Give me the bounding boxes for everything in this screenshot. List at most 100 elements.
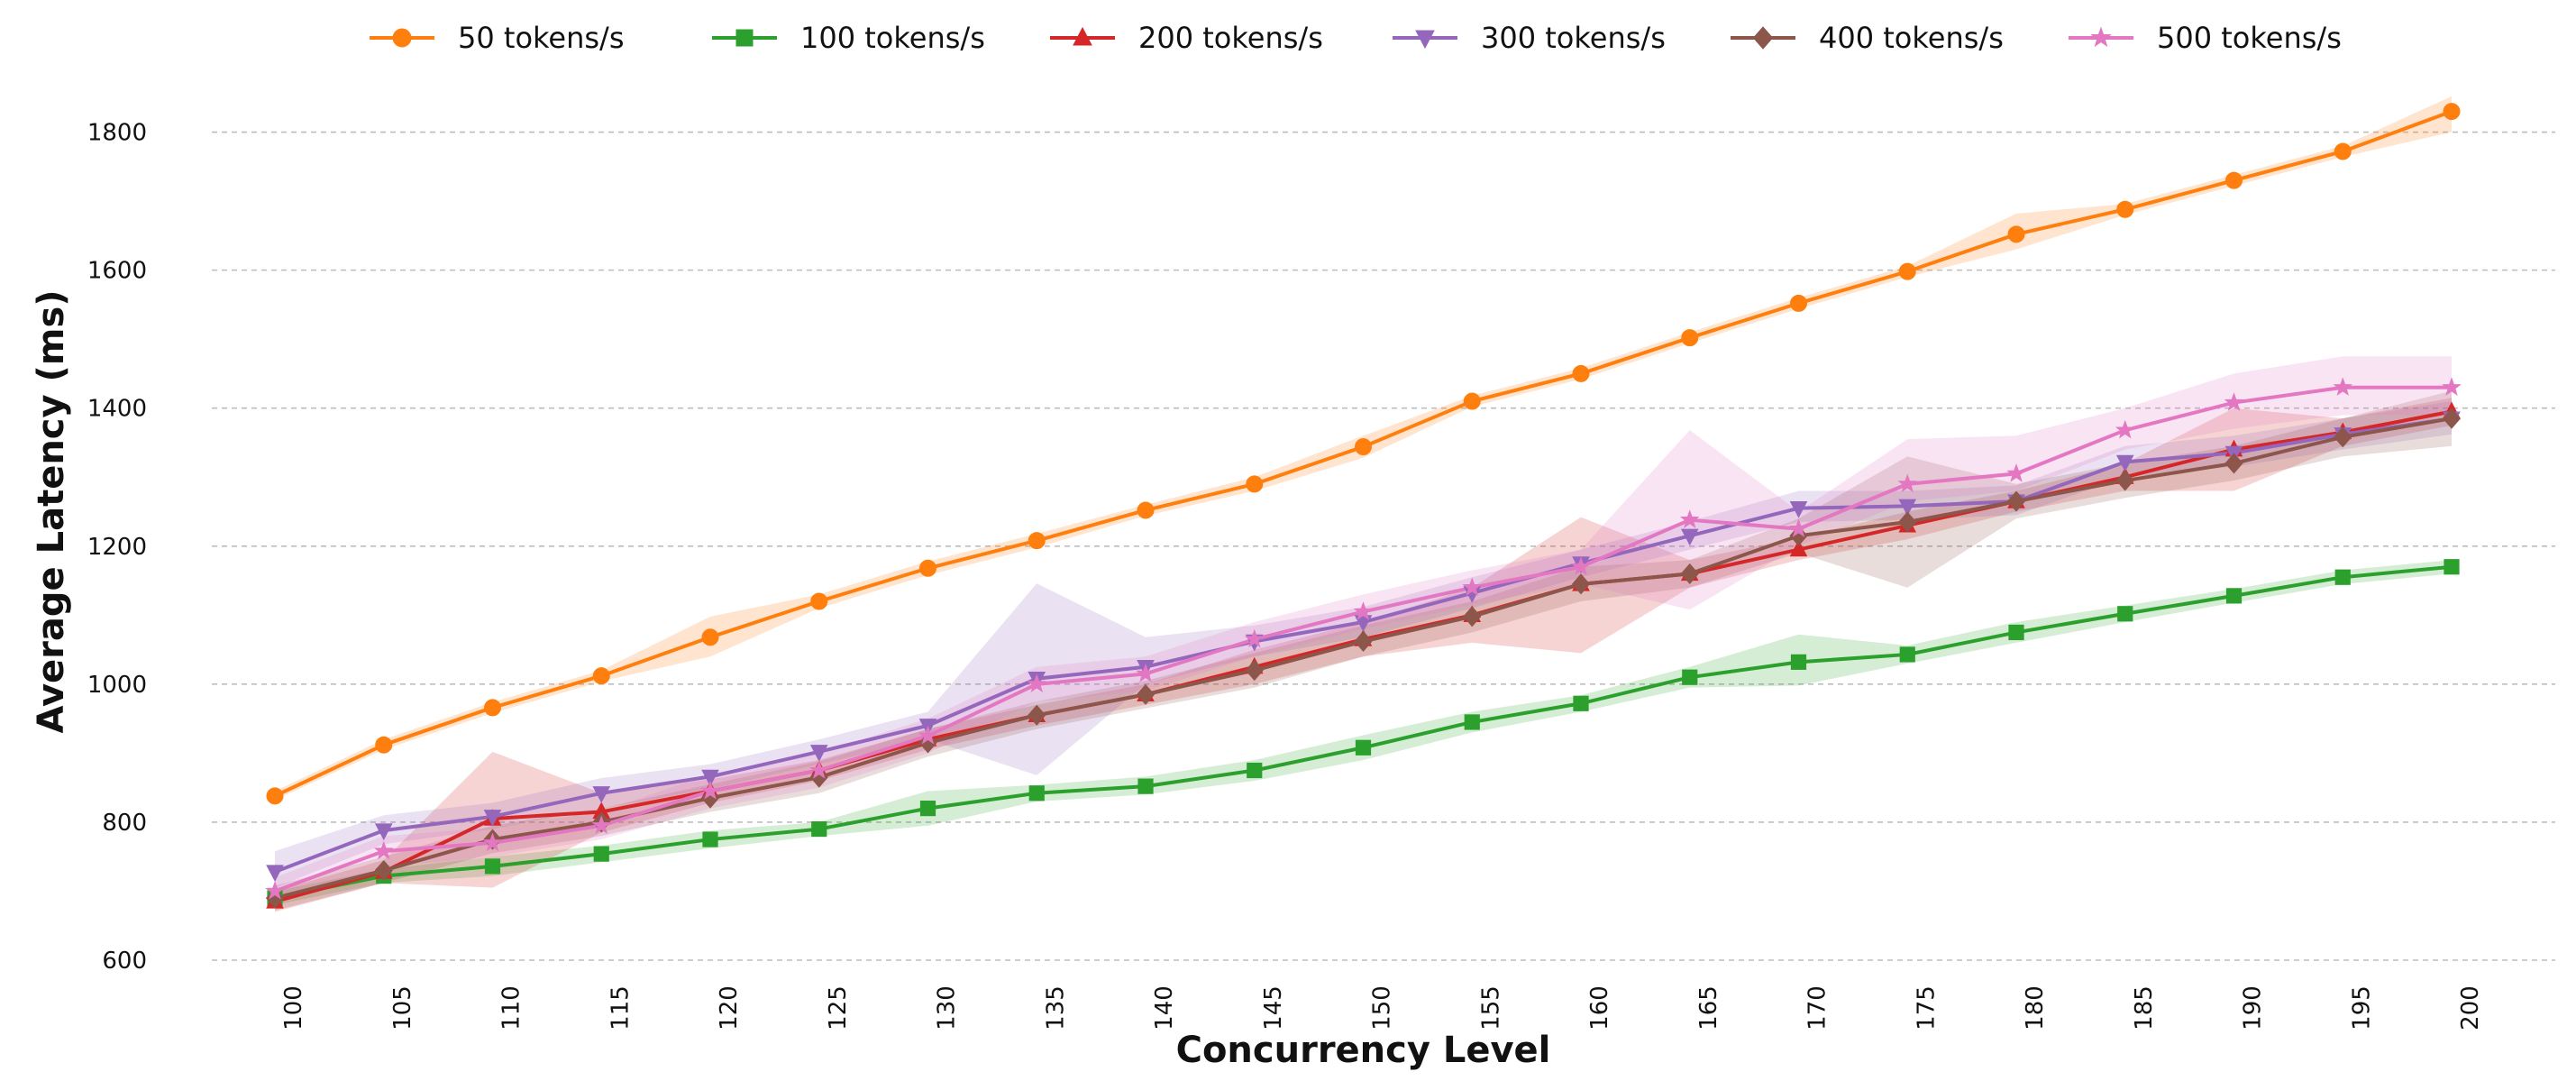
- y-tick-label: 1800: [87, 120, 147, 147]
- x-tick-label: 175: [1913, 985, 1940, 1030]
- point-400-tokens-s: [1245, 659, 1264, 682]
- point-50-tokens-s: [592, 667, 610, 685]
- band-100-tokens-s: [275, 560, 2452, 905]
- point-100-tokens-s: [2334, 569, 2351, 585]
- point-50-tokens-s: [1463, 392, 1481, 410]
- legend-label: 300 tokens/s: [1481, 21, 1666, 55]
- legend-label: 500 tokens/s: [2157, 21, 2342, 55]
- y-tick-label: 1000: [87, 672, 147, 699]
- x-tick-label: 150: [1369, 985, 1396, 1030]
- x-tick-label: 145: [1260, 985, 1287, 1030]
- point-500-tokens-s: [1462, 577, 1483, 596]
- x-tick-label: 130: [934, 985, 961, 1030]
- point-400-tokens-s: [1136, 683, 1156, 705]
- point-100-tokens-s: [593, 846, 609, 862]
- point-500-tokens-s: [1244, 628, 1265, 648]
- series-markers: [265, 103, 2462, 909]
- point-100-tokens-s: [2008, 624, 2024, 641]
- y-tick-label: 1400: [87, 396, 147, 423]
- point-500-tokens-s: [1136, 663, 1156, 682]
- point-400-tokens-s: [265, 887, 285, 909]
- point-100-tokens-s: [1573, 695, 1589, 711]
- x-tick-label: 200: [2457, 985, 2484, 1030]
- legend-item-50-tokens-s: 50 tokens/s: [370, 21, 625, 55]
- point-100-tokens-s: [2444, 559, 2460, 575]
- point-400-tokens-s: [1571, 573, 1591, 595]
- legend-marker: [735, 29, 754, 47]
- point-400-tokens-s: [1354, 630, 1373, 652]
- point-50-tokens-s: [2334, 142, 2352, 160]
- point-100-tokens-s: [1682, 669, 1698, 685]
- point-400-tokens-s: [1898, 511, 1917, 533]
- point-50-tokens-s: [1246, 475, 1264, 493]
- point-300-tokens-s: [701, 769, 719, 787]
- y-tick-label: 1600: [87, 258, 147, 285]
- point-50-tokens-s: [375, 736, 393, 754]
- point-100-tokens-s: [1790, 654, 1807, 670]
- point-400-tokens-s: [1680, 563, 1699, 584]
- point-50-tokens-s: [1137, 501, 1155, 519]
- point-500-tokens-s: [265, 881, 285, 900]
- point-500-tokens-s: [482, 832, 503, 852]
- point-500-tokens-s: [700, 781, 720, 800]
- legend-item-500-tokens-s: 500 tokens/s: [2069, 21, 2342, 55]
- point-400-tokens-s: [2115, 470, 2134, 491]
- x-tick-label: 120: [716, 985, 743, 1030]
- point-50-tokens-s: [701, 628, 719, 646]
- point-100-tokens-s: [484, 858, 501, 875]
- legend-item-200-tokens-s: 200 tokens/s: [1050, 21, 1323, 55]
- legend-item-300-tokens-s: 300 tokens/s: [1393, 21, 1666, 55]
- point-500-tokens-s: [2224, 392, 2244, 411]
- point-100-tokens-s: [2117, 606, 2133, 622]
- point-500-tokens-s: [373, 840, 394, 860]
- point-500-tokens-s: [1788, 518, 1809, 537]
- legend-marker: [392, 28, 412, 48]
- point-500-tokens-s: [1679, 509, 1700, 528]
- point-300-tokens-s: [809, 745, 828, 762]
- x-tick-label: 100: [280, 985, 307, 1030]
- point-50-tokens-s: [484, 699, 501, 717]
- legend-marker: [2090, 26, 2112, 48]
- y-tick-label: 800: [102, 810, 147, 837]
- y-axis-title: Average Latency (ms): [31, 289, 72, 733]
- point-100-tokens-s: [811, 820, 827, 838]
- point-50-tokens-s: [810, 592, 828, 610]
- point-100-tokens-s: [1028, 785, 1045, 801]
- legend-item-100-tokens-s: 100 tokens/s: [712, 21, 985, 55]
- point-400-tokens-s: [809, 766, 828, 788]
- point-300-tokens-s: [266, 865, 284, 883]
- x-tick-label: 140: [1151, 985, 1178, 1030]
- point-50-tokens-s: [919, 559, 936, 577]
- point-50-tokens-s: [1790, 294, 1807, 312]
- point-300-tokens-s: [1789, 500, 1808, 518]
- legend-marker: [1752, 26, 1774, 50]
- point-100-tokens-s: [1137, 778, 1154, 794]
- point-300-tokens-s: [2115, 454, 2134, 472]
- legend: 50 tokens/s 100 tokens/s 200 tokens/s 300 t…: [370, 21, 2342, 55]
- point-300-tokens-s: [483, 810, 502, 827]
- point-400-tokens-s: [374, 859, 393, 882]
- point-50-tokens-s: [2225, 171, 2243, 189]
- point-400-tokens-s: [700, 787, 720, 809]
- point-400-tokens-s: [1789, 525, 1808, 546]
- point-500-tokens-s: [2006, 463, 2026, 482]
- point-50-tokens-s: [1681, 329, 1699, 347]
- point-100-tokens-s: [2225, 588, 2243, 604]
- point-50-tokens-s: [1355, 438, 1372, 456]
- x-tick-label: 135: [1042, 985, 1069, 1030]
- x-tick-label: 160: [1586, 985, 1613, 1030]
- point-400-tokens-s: [1463, 606, 1482, 627]
- point-500-tokens-s: [2333, 377, 2353, 396]
- x-tick-label: 105: [389, 985, 416, 1030]
- point-500-tokens-s: [1897, 473, 1918, 493]
- legend-item-400-tokens-s: 400 tokens/s: [1731, 21, 2004, 55]
- point-500-tokens-s: [808, 760, 829, 779]
- x-tick-label: 170: [1804, 985, 1832, 1030]
- x-tick-label: 190: [2240, 985, 2267, 1030]
- point-100-tokens-s: [919, 801, 936, 817]
- point-400-tokens-s: [1028, 704, 1046, 726]
- x-tick-label: 180: [2022, 985, 2049, 1030]
- point-500-tokens-s: [1027, 673, 1047, 693]
- y-tick-label: 1200: [87, 534, 147, 561]
